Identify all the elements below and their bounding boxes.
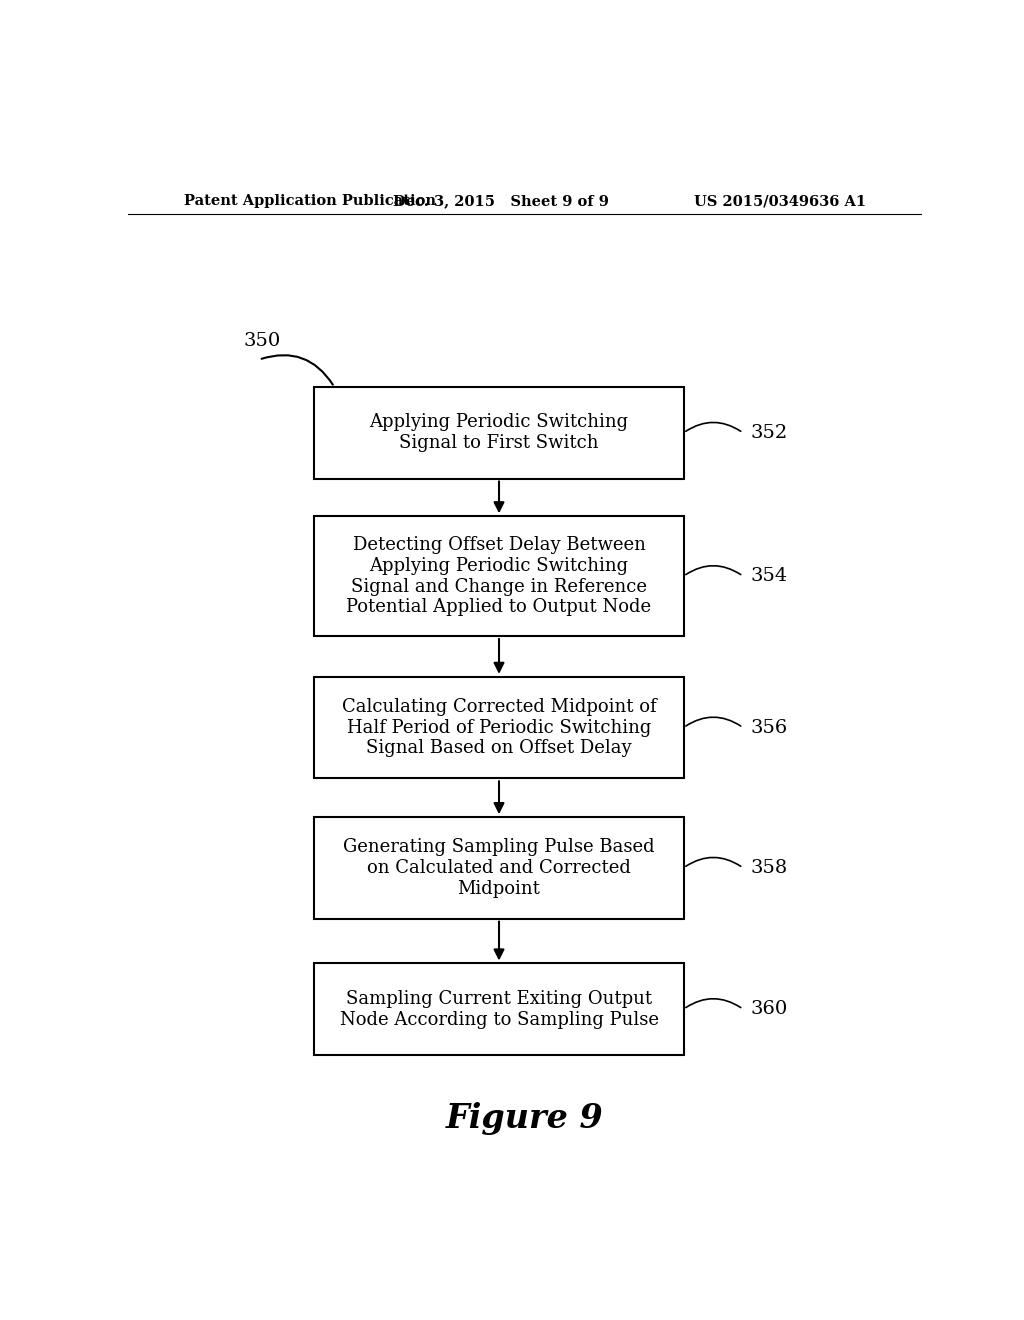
FancyBboxPatch shape — [314, 677, 684, 779]
FancyArrowPatch shape — [261, 355, 333, 384]
FancyBboxPatch shape — [314, 964, 684, 1055]
Text: 352: 352 — [751, 424, 788, 442]
Text: US 2015/0349636 A1: US 2015/0349636 A1 — [694, 194, 866, 209]
FancyBboxPatch shape — [314, 387, 684, 479]
Text: 354: 354 — [751, 568, 788, 585]
Text: Patent Application Publication: Patent Application Publication — [183, 194, 435, 209]
Text: Figure 9: Figure 9 — [445, 1102, 604, 1135]
FancyBboxPatch shape — [314, 516, 684, 636]
Text: Sampling Current Exiting Output
Node According to Sampling Pulse: Sampling Current Exiting Output Node Acc… — [340, 990, 658, 1028]
Text: 360: 360 — [751, 1001, 788, 1018]
FancyArrowPatch shape — [686, 858, 740, 866]
Text: 358: 358 — [751, 859, 788, 876]
Text: 350: 350 — [243, 333, 281, 350]
FancyArrowPatch shape — [495, 781, 504, 812]
FancyArrowPatch shape — [495, 482, 504, 511]
FancyArrowPatch shape — [686, 999, 740, 1007]
Text: Generating Sampling Pulse Based
on Calculated and Corrected
Midpoint: Generating Sampling Pulse Based on Calcu… — [343, 838, 654, 898]
Text: 356: 356 — [751, 718, 788, 737]
FancyArrowPatch shape — [686, 566, 740, 574]
Text: Dec. 3, 2015   Sheet 9 of 9: Dec. 3, 2015 Sheet 9 of 9 — [393, 194, 609, 209]
FancyArrowPatch shape — [686, 422, 740, 432]
Text: Calculating Corrected Midpoint of
Half Period of Periodic Switching
Signal Based: Calculating Corrected Midpoint of Half P… — [342, 698, 656, 758]
FancyArrowPatch shape — [686, 717, 740, 726]
FancyBboxPatch shape — [314, 817, 684, 919]
Text: Applying Periodic Switching
Signal to First Switch: Applying Periodic Switching Signal to Fi… — [370, 413, 629, 453]
FancyArrowPatch shape — [495, 921, 504, 958]
Text: Detecting Offset Delay Between
Applying Periodic Switching
Signal and Change in : Detecting Offset Delay Between Applying … — [346, 536, 651, 616]
FancyArrowPatch shape — [495, 639, 504, 672]
